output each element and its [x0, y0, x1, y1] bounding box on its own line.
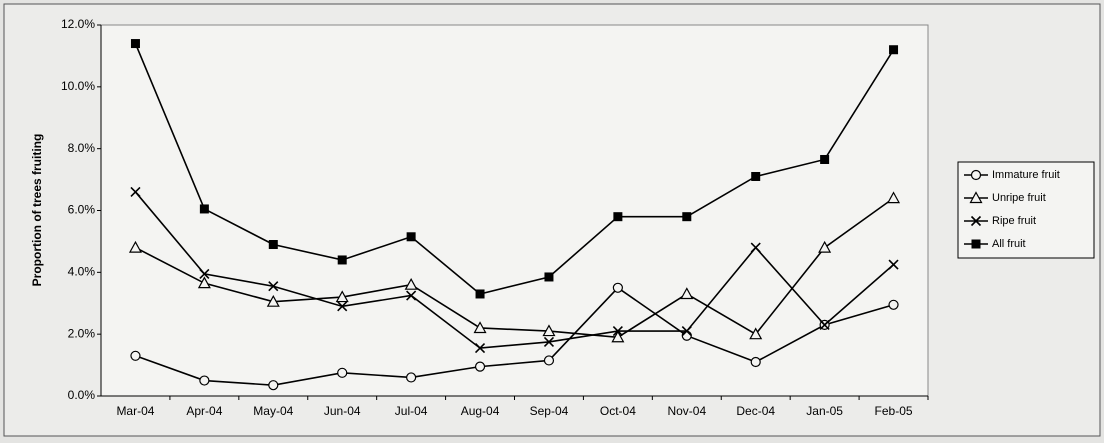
marker	[542, 324, 556, 337]
marker	[612, 326, 623, 337]
marker	[820, 154, 830, 164]
legend-box	[957, 161, 1095, 259]
marker	[970, 169, 982, 181]
marker	[751, 171, 761, 181]
y-tick-label: 0.0%	[68, 388, 96, 402]
marker	[130, 350, 141, 361]
x-tick-label: Mar-04	[116, 404, 154, 418]
marker	[474, 361, 486, 372]
marker	[750, 242, 761, 253]
x-tick-label: Jun-04	[324, 404, 361, 418]
marker	[749, 327, 763, 340]
marker	[818, 240, 832, 253]
marker	[682, 212, 692, 222]
marker	[199, 204, 209, 214]
marker	[970, 215, 982, 227]
series-line	[135, 197, 895, 339]
x-tick-label: Apr-04	[186, 404, 222, 418]
marker	[335, 290, 349, 303]
marker	[197, 276, 211, 289]
series-line	[134, 191, 895, 349]
x-tick-label: Nov-04	[667, 404, 706, 418]
marker	[337, 301, 348, 312]
marker	[199, 268, 210, 279]
legend-label: Unripe fruit	[992, 192, 1046, 204]
marker	[889, 45, 899, 55]
y-tick-label: 4.0%	[68, 265, 96, 279]
marker	[612, 282, 623, 293]
marker	[681, 326, 692, 337]
marker	[268, 240, 278, 250]
y-tick-label: 6.0%	[68, 203, 96, 217]
marker	[268, 380, 279, 391]
marker	[544, 272, 554, 282]
marker	[130, 186, 141, 198]
marker	[199, 375, 210, 386]
x-tick-label: Dec-04	[736, 404, 775, 418]
x-tick-label: Feb-05	[875, 404, 913, 418]
marker	[613, 212, 623, 222]
marker	[475, 289, 485, 299]
series-line	[135, 286, 894, 386]
x-tick-label: Aug-04	[461, 404, 500, 418]
marker	[473, 321, 487, 334]
x-tick-label: Jul-04	[395, 404, 428, 418]
marker	[681, 330, 692, 341]
marker	[971, 239, 981, 249]
x-tick-label: Oct-04	[600, 404, 636, 418]
marker	[404, 277, 418, 290]
y-axis-label: Proportion of trees fruiting	[30, 134, 44, 287]
marker	[543, 336, 555, 347]
marker	[266, 294, 280, 307]
marker	[406, 232, 416, 242]
legend-label: Immature fruit	[992, 169, 1060, 181]
marker	[130, 39, 140, 49]
marker	[969, 191, 983, 204]
y-tick-label: 12.0%	[61, 17, 95, 31]
marker	[543, 355, 555, 366]
marker	[268, 281, 279, 292]
marker	[474, 343, 486, 354]
marker	[887, 191, 901, 204]
marker	[750, 356, 761, 368]
legend-label: Ripe fruit	[992, 215, 1036, 227]
marker	[819, 319, 830, 330]
series-line	[134, 43, 895, 295]
x-tick-label: Jan-05	[806, 404, 843, 418]
marker	[406, 290, 417, 301]
marker	[611, 330, 625, 343]
x-tick-label: Sep-04	[530, 404, 569, 418]
marker	[128, 240, 142, 253]
marker	[680, 287, 694, 300]
marker	[888, 259, 899, 270]
plot-area	[100, 24, 929, 397]
y-tick-label: 10.0%	[61, 79, 95, 93]
x-tick-label: May-04	[253, 404, 293, 418]
marker	[406, 372, 417, 383]
marker	[337, 255, 347, 265]
y-tick-label: 8.0%	[68, 141, 96, 155]
marker	[888, 299, 899, 310]
y-tick-label: 2.0%	[68, 326, 96, 340]
marker	[337, 367, 348, 378]
legend-label: All fruit	[992, 238, 1026, 250]
